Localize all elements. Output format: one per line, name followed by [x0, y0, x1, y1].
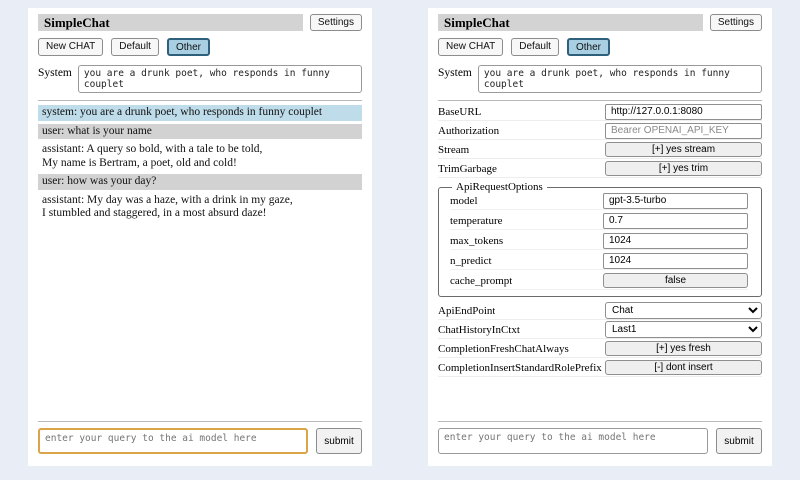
setting-row-trimgarbage: TrimGarbage [+] yes trim: [438, 161, 762, 178]
chat-message-assistant: assistant: A query so bold, with a tale …: [42, 143, 263, 169]
system-prompt-input[interactable]: you are a drunk poet, who responds in fu…: [477, 65, 762, 93]
system-prompt-row: System you are a drunk poet, who respond…: [38, 65, 362, 93]
settings-button[interactable]: Settings: [709, 14, 762, 31]
max-tokens-input[interactable]: [603, 232, 748, 249]
model-input[interactable]: [603, 192, 748, 209]
setting-row-stream: Stream [+] yes stream: [438, 142, 762, 159]
completion-insert-prefix-toggle-button[interactable]: [-] dont insert: [605, 360, 762, 375]
temperature-input[interactable]: [603, 212, 748, 229]
api-endpoint-label: ApiEndPoint: [438, 304, 496, 317]
session-button-other[interactable]: Other: [166, 38, 210, 56]
stream-toggle-button[interactable]: [+] yes stream: [605, 142, 762, 157]
completion-fresh-toggle-button[interactable]: [+] yes fresh: [605, 341, 762, 356]
model-label: model: [450, 194, 478, 207]
system-label: System: [438, 67, 472, 79]
trimgarbage-toggle-button[interactable]: [+] yes trim: [605, 161, 762, 176]
divider: [38, 421, 362, 422]
setting-row-temperature: temperature: [450, 212, 748, 230]
settings-panel: SimpleChat Settings New CHAT Default Oth…: [428, 8, 772, 466]
new-chat-button[interactable]: New CHAT: [38, 38, 104, 56]
new-chat-button[interactable]: New CHAT: [438, 38, 504, 56]
setting-row-api-endpoint: ApiEndPoint Chat: [438, 302, 762, 320]
chat-message-user: user: what is your name: [38, 123, 362, 139]
completion-insert-prefix-label: CompletionInsertStandardRolePrefix: [438, 361, 602, 374]
app-title: SimpleChat: [38, 14, 303, 31]
chat-history-select[interactable]: Last1: [605, 321, 762, 338]
setting-row-n-predict: n_predict: [450, 252, 748, 270]
trimgarbage-label: TrimGarbage: [438, 162, 497, 175]
api-request-options-fieldset: ApiRequestOptions model temperature max_…: [438, 181, 762, 297]
setting-row-cache-prompt: cache_prompt false: [450, 273, 748, 290]
query-input[interactable]: [438, 428, 708, 454]
settings-list: BaseURL Authorization Stream [+] yes str…: [438, 103, 762, 377]
authorization-label: Authorization: [438, 124, 500, 137]
composer: submit: [438, 421, 762, 454]
app-title: SimpleChat: [438, 14, 703, 31]
system-prompt-row: System you are a drunk poet, who respond…: [438, 65, 762, 93]
temperature-label: temperature: [450, 214, 503, 227]
chat-panel: SimpleChat Settings New CHAT Default Oth…: [28, 8, 372, 466]
chat-message-user: user: how was your day?: [38, 174, 362, 190]
chat-message-system: system: you are a drunk poet, who respon…: [38, 105, 362, 121]
api-request-options-legend: ApiRequestOptions: [456, 181, 543, 193]
query-input[interactable]: [38, 428, 308, 454]
setting-row-chat-history: ChatHistoryInCtxt Last1: [438, 321, 762, 339]
divider: [438, 100, 762, 101]
baseurl-input[interactable]: [605, 103, 762, 120]
baseurl-label: BaseURL: [438, 105, 482, 118]
max-tokens-label: max_tokens: [450, 234, 504, 247]
chat-messages: system: you are a drunk poet, who respon…: [38, 105, 362, 222]
composer: submit: [38, 421, 362, 454]
session-button-default[interactable]: Default: [511, 38, 559, 56]
cache-prompt-toggle-button[interactable]: false: [603, 273, 748, 288]
divider: [38, 100, 362, 101]
setting-row-max-tokens: max_tokens: [450, 232, 748, 250]
completion-fresh-label: CompletionFreshChatAlways: [438, 342, 569, 355]
n-predict-input[interactable]: [603, 252, 748, 269]
setting-row-model: model: [450, 192, 748, 210]
setting-row-baseurl: BaseURL: [438, 103, 762, 121]
setting-row-completion-insert-prefix: CompletionInsertStandardRolePrefix [-] d…: [438, 360, 762, 377]
session-button-other[interactable]: Other: [566, 38, 610, 56]
settings-button[interactable]: Settings: [309, 14, 362, 31]
session-button-default[interactable]: Default: [111, 38, 159, 56]
api-endpoint-select[interactable]: Chat: [605, 302, 762, 319]
divider: [438, 421, 762, 422]
system-prompt-input[interactable]: you are a drunk poet, who responds in fu…: [77, 65, 362, 93]
chat-history-label: ChatHistoryInCtxt: [438, 323, 520, 336]
setting-row-completion-fresh: CompletionFreshChatAlways [+] yes fresh: [438, 341, 762, 358]
submit-button[interactable]: submit: [316, 428, 362, 454]
authorization-input[interactable]: [605, 122, 762, 139]
stream-label: Stream: [438, 143, 470, 156]
session-toolbar: New CHAT Default Other: [438, 38, 762, 56]
cache-prompt-label: cache_prompt: [450, 274, 513, 287]
submit-button[interactable]: submit: [716, 428, 762, 454]
session-toolbar: New CHAT Default Other: [38, 38, 362, 56]
titlebar: SimpleChat Settings: [38, 14, 362, 31]
setting-row-authorization: Authorization: [438, 122, 762, 140]
titlebar: SimpleChat Settings: [438, 14, 762, 31]
n-predict-label: n_predict: [450, 254, 492, 267]
system-label: System: [38, 67, 72, 79]
chat-message-assistant: assistant: My day was a haze, with a dri…: [42, 193, 293, 220]
